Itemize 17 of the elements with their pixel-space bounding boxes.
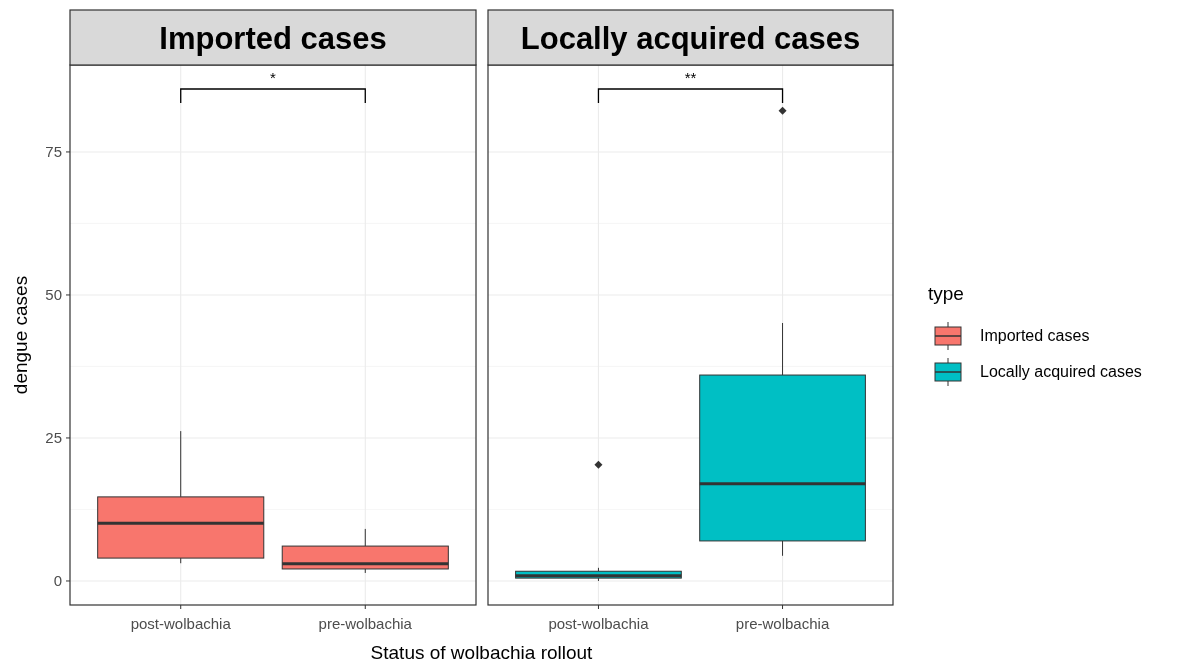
annotation: ** [684,69,697,86]
y-tick-label: 25 [45,428,62,446]
chart-title: Locally acquired cases [520,20,861,56]
x-tick-label: post-wolbachia [548,615,650,632]
y-axis-title: dengue cases [10,275,31,395]
y-tick-label: 0 [53,571,62,589]
y-tick-label: 75 [45,142,62,160]
x-axis-title: Status of wolbachia rollout [370,642,594,663]
chart-title: Imported cases [159,20,387,56]
x-tick-label: post-wolbachia [130,615,232,632]
x-tick-label: pre-wolbachia [735,615,830,632]
y-tick-label: 50 [45,285,62,303]
legend-title: type [928,283,964,304]
legend-label: Imported cases [980,327,1090,344]
annotation: * [270,69,277,86]
legend-label: Locally acquired cases [980,363,1142,380]
x-tick-label: pre-wolbachia [318,615,413,632]
